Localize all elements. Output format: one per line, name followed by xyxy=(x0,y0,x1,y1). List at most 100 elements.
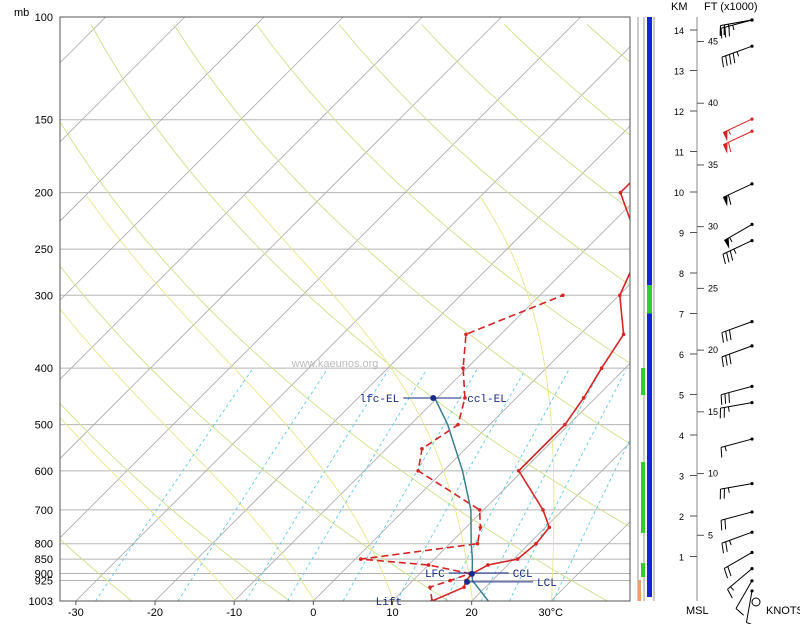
plot-frame xyxy=(59,16,631,602)
moist-adiabat xyxy=(86,196,394,601)
x-unit-label: 30°C xyxy=(539,607,564,619)
knots-label: KNOTS xyxy=(766,605,800,617)
dewpoint-point xyxy=(448,578,453,583)
ft-tick-label: 5 xyxy=(708,530,713,540)
barb-staff xyxy=(720,483,753,490)
dewpoint-point xyxy=(475,541,480,546)
wind-barb xyxy=(745,589,754,624)
barb-full xyxy=(724,393,727,404)
barb-staff xyxy=(724,552,753,569)
wind-barb xyxy=(720,18,754,39)
barb-full xyxy=(721,543,724,554)
mixing-ratio-line xyxy=(245,369,389,601)
wind-barb xyxy=(721,530,754,554)
mixing-ratio-line xyxy=(342,369,477,601)
wind-barb xyxy=(721,344,754,368)
pressure-tick-label: 250 xyxy=(35,244,53,256)
dewpoint-point xyxy=(477,508,482,512)
barb-full xyxy=(727,194,732,205)
isotherm-line xyxy=(60,17,423,380)
dewpoint-point xyxy=(420,447,424,451)
isotherm-line xyxy=(60,17,581,539)
isotherm-line xyxy=(154,125,630,601)
barb-base xyxy=(750,567,754,571)
isotherm-line xyxy=(0,17,27,601)
barb-half xyxy=(727,487,730,493)
km-tick-label: 7 xyxy=(679,310,684,320)
surface-marker xyxy=(638,580,641,601)
pressure-tick-label: 200 xyxy=(35,188,53,200)
barb-base xyxy=(750,530,754,534)
lfc-el-label: lfc-EL xyxy=(360,394,400,406)
dry-adiabat xyxy=(670,25,800,602)
dry-adiabat xyxy=(60,402,291,601)
temperature-point xyxy=(534,541,538,546)
dry-adiabat xyxy=(173,24,630,445)
barb-full xyxy=(725,55,728,66)
barb-staff xyxy=(720,438,753,448)
barb-base xyxy=(750,550,754,555)
wind-barb xyxy=(719,401,754,419)
barb-flag xyxy=(724,237,730,250)
pressure-tick-label: 925 xyxy=(35,575,53,587)
temp-tick-label: -10 xyxy=(226,607,242,619)
barb-base xyxy=(750,344,754,348)
isotherm-line xyxy=(313,283,630,601)
barb-base xyxy=(750,589,754,593)
dry-adiabat xyxy=(60,265,449,601)
background-grid xyxy=(0,17,800,602)
wind-barb xyxy=(720,510,754,531)
barb-staff xyxy=(720,402,753,409)
barb-full xyxy=(728,392,730,403)
ft-tick-label: 25 xyxy=(708,283,718,293)
green-bar-segment xyxy=(641,368,645,395)
dewpoint-point xyxy=(463,396,467,400)
barb-full xyxy=(720,28,723,39)
dewpoint-point xyxy=(426,563,431,567)
barb-full xyxy=(727,142,732,153)
axes: 1001502002503004005006007008008509009251… xyxy=(29,12,564,619)
km-tick-label: 12 xyxy=(674,107,684,117)
ft-tick-label: 35 xyxy=(708,160,718,170)
temperature-point xyxy=(581,396,586,400)
dewpoint-line xyxy=(360,294,564,601)
barb-half xyxy=(732,25,735,31)
barb-full xyxy=(724,519,727,530)
ft-tick-label: 20 xyxy=(708,345,718,355)
temperature-point xyxy=(723,118,727,122)
wind-barb xyxy=(720,384,754,405)
temperature-point xyxy=(599,366,604,370)
mixing-ratio-line xyxy=(287,369,427,601)
barb-flag xyxy=(722,142,728,154)
barb-staff xyxy=(735,580,753,609)
moist-adiabat xyxy=(244,196,473,601)
ft-tick-label: 30 xyxy=(708,222,718,232)
barb-full xyxy=(721,332,724,343)
watermark-text: www.kaeunos.org xyxy=(291,358,379,370)
pressure-tick-label: 500 xyxy=(35,420,53,432)
annotations: lfc-EL ccl-EL LFC CCL LCL Lift xyxy=(360,394,557,609)
isotherm-line xyxy=(550,521,630,601)
pressure-tick-label: 900 xyxy=(35,569,53,581)
wind-barb xyxy=(722,129,754,154)
km-tick-label: 3 xyxy=(679,472,684,482)
barb-full xyxy=(728,329,732,340)
wind-barb xyxy=(735,579,754,616)
dewpoint-point xyxy=(416,469,420,473)
barb-staff xyxy=(720,511,753,521)
green-bar-segment xyxy=(641,563,645,577)
km-tick-label: 5 xyxy=(679,391,684,401)
barb-half xyxy=(729,237,733,242)
km-label: KM xyxy=(671,1,688,13)
barb-base xyxy=(750,401,754,405)
barb-half xyxy=(724,446,727,452)
wind-barb xyxy=(721,44,754,68)
dry-adiabat xyxy=(504,24,630,136)
cloud-bar-segment xyxy=(647,285,652,314)
moist-adiabat xyxy=(60,416,236,601)
mixing-ratio-line xyxy=(177,369,328,601)
barb-full xyxy=(728,26,730,37)
side-panel: KM FT (x1000) MSL KNOTS 1234567891011121… xyxy=(637,1,800,624)
wind-barb xyxy=(722,117,754,142)
